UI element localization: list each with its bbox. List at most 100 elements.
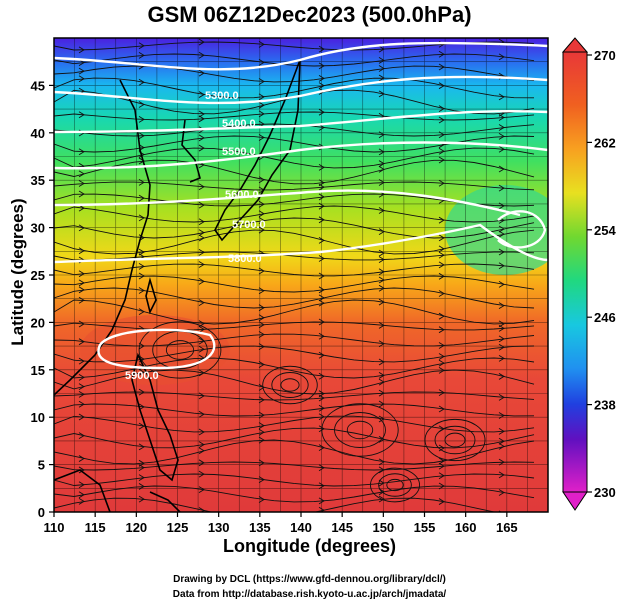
streamline-arrow <box>138 368 145 376</box>
streamline-arrow <box>438 245 445 253</box>
streamline-arrow <box>78 286 85 294</box>
streamline-arrow <box>498 489 505 496</box>
streamline-arrow <box>318 413 325 421</box>
streamline-arrow <box>438 105 445 113</box>
colorbar-body <box>562 51 588 493</box>
streamline-arrow <box>78 180 85 187</box>
colorbar-bottom-arrow <box>562 491 588 511</box>
contour-label-group: 5300.0 5400.0 5500.0 5600.0 5700.0 5800.… <box>125 90 266 382</box>
streamline-arrow <box>78 455 85 462</box>
streamline-arrow <box>438 353 445 360</box>
streamline-arrow <box>138 214 145 222</box>
streamline-arrow <box>438 261 445 269</box>
streamline-arrow <box>78 338 85 346</box>
streamline-arrow <box>378 90 385 98</box>
streamline-arrow <box>498 354 505 362</box>
streamline-eddy <box>271 372 309 398</box>
streamline-arrow <box>78 373 85 381</box>
coast-korea <box>181 119 201 183</box>
streamline-arrow <box>198 470 205 478</box>
streamline-arrow <box>378 378 385 386</box>
streamline <box>54 251 535 261</box>
streamline-arrow <box>258 396 265 404</box>
streamline <box>54 333 535 347</box>
streamline <box>54 391 535 401</box>
streamline-arrow <box>78 190 85 198</box>
streamline-arrow <box>378 74 385 82</box>
streamline-eddy <box>378 473 412 497</box>
y-tick-label: 25 <box>31 268 45 283</box>
streamline-arrow <box>318 497 325 505</box>
x-tick-label: 110 <box>44 520 65 535</box>
streamline-eddy <box>262 365 318 405</box>
streamline-arrow <box>78 279 85 287</box>
contour-5700 <box>54 189 521 217</box>
streamline-arrow <box>438 342 445 349</box>
streamline-arrow <box>498 262 505 270</box>
streamline-arrow <box>78 148 85 156</box>
streamline-arrow <box>78 111 85 119</box>
streamline-arrow <box>438 216 445 224</box>
streamline-arrow <box>198 91 205 98</box>
streamline <box>54 287 535 309</box>
streamline-arrow <box>498 427 505 435</box>
streamline-arrow <box>258 476 265 484</box>
streamline <box>54 77 535 99</box>
height-contours <box>54 41 548 370</box>
streamline-arrow <box>378 165 385 173</box>
colorbar-tick-label: 262 <box>594 135 616 150</box>
streamline-arrow <box>78 497 85 505</box>
streamline-arrow <box>258 436 265 444</box>
streamline-eddy <box>444 432 466 448</box>
streamline-arrow <box>138 272 145 280</box>
streamline <box>54 147 535 169</box>
streamline-arrow <box>258 459 265 467</box>
streamline-arrow <box>318 464 325 472</box>
streamline-arrow <box>378 179 385 186</box>
streamline-arrow <box>378 488 385 496</box>
streamline-arrow <box>78 413 85 421</box>
x-tick-label: 125 <box>167 520 189 535</box>
streamline-arrow <box>378 268 385 276</box>
streamline-arrow <box>438 272 445 280</box>
streamline-arrow <box>318 482 325 490</box>
contour-label: 5700.0 <box>232 219 266 231</box>
streamline-arrow <box>498 145 505 153</box>
streamline-arrow <box>378 400 385 408</box>
y-tick-label: 0 <box>38 505 45 520</box>
streamline-arrow <box>498 114 505 121</box>
streamline-arrow <box>258 304 265 312</box>
streamline-arrow <box>318 183 325 191</box>
streamline-arrow <box>498 53 505 61</box>
streamline-arrow <box>378 495 385 503</box>
streamline-arrow <box>78 320 85 328</box>
streamline-arrow <box>498 184 505 192</box>
streamline-arrow <box>318 299 325 307</box>
streamline <box>54 53 535 67</box>
streamline-arrow <box>258 343 265 350</box>
streamlines <box>54 38 535 512</box>
streamline-arrow <box>498 412 505 419</box>
x-tick-label: 120 <box>125 520 147 535</box>
streamline-arrow <box>78 296 85 304</box>
streamline-arrow <box>78 432 85 439</box>
streamline-arrow <box>198 345 205 353</box>
streamline-arrow <box>378 415 385 423</box>
streamline-arrow <box>438 147 445 155</box>
streamline-arrow <box>258 78 265 85</box>
streamline-arrow <box>498 437 505 445</box>
streamline-arrow <box>78 491 85 499</box>
x-axis-label: Longitude (degrees) <box>222 536 396 556</box>
contour-label: 5500.0 <box>222 146 256 158</box>
coast-philippines <box>131 352 179 482</box>
streamline-arrow <box>318 216 325 224</box>
streamline-arrow <box>318 62 325 70</box>
streamline-arrow <box>258 110 265 118</box>
streamline-arrow <box>378 389 385 397</box>
streamline-arrow <box>438 405 445 413</box>
streamline-arrow <box>138 132 145 140</box>
streamline-arrow <box>198 115 205 123</box>
streamline-arrow <box>318 45 325 53</box>
streamline-arrow <box>258 411 265 419</box>
streamline-arrow <box>258 321 265 329</box>
